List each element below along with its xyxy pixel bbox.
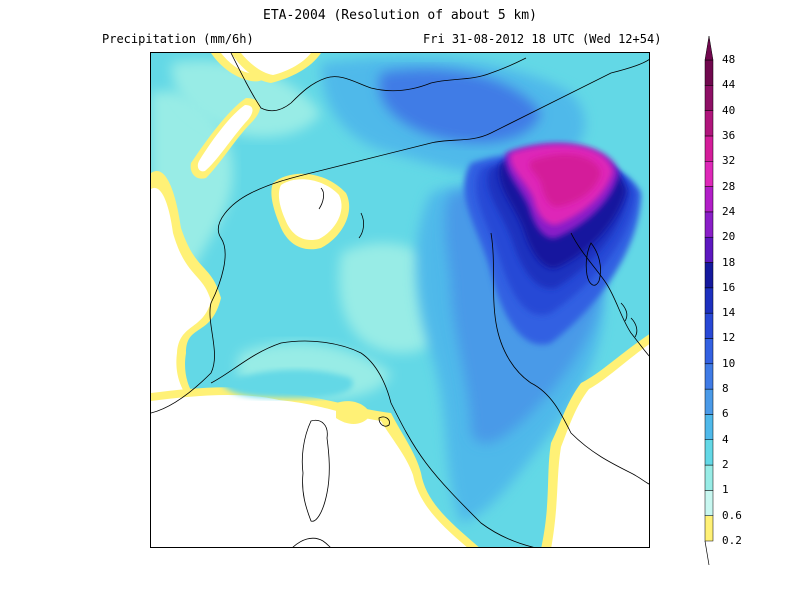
- colorbar-arrow-bottom: [704, 540, 710, 566]
- colorbar-tick-label: 44: [722, 78, 736, 92]
- colorbar-box: [704, 135, 714, 162]
- colorbar-svg: [704, 35, 714, 566]
- variable-label: Precipitation (mm/6h): [102, 32, 254, 46]
- colorbar-tick-label: 4: [722, 432, 729, 446]
- chart-title: ETA-2004 (Resolution of about 5 km): [263, 8, 537, 23]
- dry-elba: [336, 401, 371, 424]
- colorbar-box: [704, 110, 714, 137]
- coast-italy-east: [490, 232, 649, 485]
- colorbar-box: [704, 85, 714, 111]
- coastlines: [151, 53, 649, 547]
- islands: [620, 302, 638, 338]
- colorbar-box: [704, 464, 714, 491]
- colorbar-box: [704, 338, 714, 365]
- precip-field: [151, 53, 649, 547]
- colorbar-box: [704, 59, 714, 86]
- colorbar-tick-label: 1: [722, 483, 729, 497]
- colorbar-tick-label: 32: [722, 154, 736, 168]
- colorbar-tick-label: 0.2: [722, 534, 742, 547]
- dry-sw: [151, 395, 467, 547]
- colorbar-tick-label: 2: [722, 458, 729, 472]
- colorbar-tick-label: 20: [722, 230, 736, 244]
- colorbar: [700, 34, 750, 570]
- dry-north: [241, 53, 311, 75]
- colorbar-box: [704, 211, 714, 238]
- colorbar-tick-label: 0.6: [722, 508, 742, 522]
- valid-time-label: Fri 31-08-2012 18 UTC (Wed 12+54): [423, 32, 662, 46]
- dry-nw: [197, 105, 253, 172]
- colorbar-arrow-top: [704, 35, 714, 61]
- lake-1: [358, 212, 365, 239]
- coast-croatia: [570, 232, 649, 357]
- colorbar-tick-label: 36: [722, 128, 736, 142]
- colorbar-tick-label: 8: [722, 382, 729, 396]
- colorbar-tick-label: 28: [722, 179, 736, 193]
- colorbar-tick-label: 40: [722, 103, 736, 117]
- dry-west: [151, 187, 211, 417]
- colorbar-box: [704, 161, 714, 187]
- colorbar-tick-label: 10: [722, 356, 736, 370]
- colorbar-box: [704, 363, 714, 390]
- colorbar-tick-label: 6: [722, 407, 729, 421]
- dry-areas: [151, 53, 649, 547]
- precip-ligurian: [221, 369, 353, 398]
- colorbar-box: [704, 388, 714, 415]
- colorbar-box: [704, 312, 714, 339]
- colorbar-box: [704, 439, 714, 466]
- colorbar-tick-label: 16: [722, 280, 736, 294]
- colorbar-tick-label: 24: [722, 204, 736, 218]
- precip-32: [529, 154, 601, 207]
- colorbar-box: [704, 287, 714, 314]
- border-alps: [151, 59, 649, 414]
- colorbar-box: [704, 262, 714, 289]
- colorbar-tick-label: 14: [722, 306, 736, 320]
- map-canvas: [151, 53, 649, 547]
- colorbar-box: [704, 414, 714, 440]
- corsica: [301, 419, 330, 522]
- north-border: [230, 53, 527, 112]
- precip-8-alps: [379, 69, 541, 143]
- colorbar-box: [704, 236, 714, 263]
- dry-center: [278, 179, 342, 241]
- colorbar-tick-label: 12: [722, 331, 736, 345]
- colorbar-box: [704, 515, 714, 542]
- precipitation-map: [150, 52, 650, 548]
- colorbar-tick-label: 18: [722, 255, 736, 269]
- elba: [378, 416, 390, 427]
- sardinia-tip: [292, 537, 331, 547]
- dry-se: [551, 344, 649, 547]
- lake-2: [318, 187, 325, 210]
- coast-italy-west: [210, 340, 534, 547]
- colorbar-box: [704, 490, 714, 516]
- colorbar-box: [704, 186, 714, 213]
- colorbar-tick-label: 48: [722, 53, 736, 66]
- istria: [585, 242, 601, 286]
